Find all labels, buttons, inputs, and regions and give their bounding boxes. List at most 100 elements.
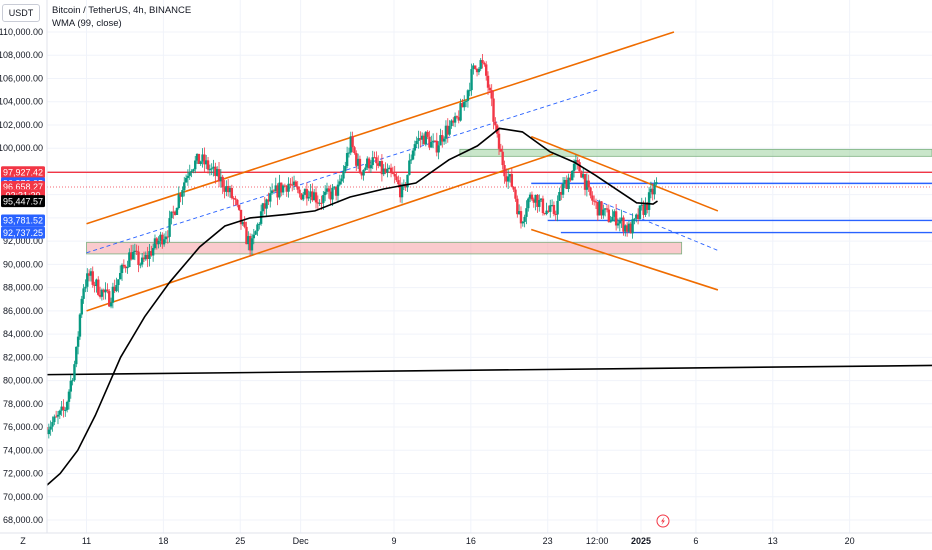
candle-body	[468, 90, 471, 92]
candle-body	[404, 184, 407, 188]
indicator-label[interactable]: WMA (99, close)	[52, 18, 122, 29]
candle-body	[411, 150, 415, 160]
candle-body	[192, 169, 195, 171]
y-tick-label: 100,000.00	[0, 143, 43, 153]
candle-body	[455, 116, 459, 118]
candle-body	[391, 172, 395, 174]
candle-body	[340, 178, 343, 182]
candle-body	[466, 90, 470, 101]
candle-body	[131, 252, 135, 260]
candle-body	[267, 199, 270, 202]
candle-body	[408, 160, 411, 175]
candle-body	[609, 221, 612, 223]
candle-body	[541, 198, 545, 214]
candle-body	[655, 182, 658, 185]
candle-body	[150, 251, 153, 256]
candle-body	[102, 289, 105, 293]
price-zone	[86, 241, 683, 255]
candle-body	[201, 154, 204, 162]
candle-body	[426, 131, 429, 137]
candle-body	[598, 201, 601, 216]
time-axis-background	[0, 533, 932, 550]
candle-body	[329, 191, 332, 200]
candle-body	[388, 167, 391, 170]
candle-body	[225, 186, 228, 192]
candle-body	[371, 157, 374, 166]
x-tick-label: Dec	[293, 536, 310, 546]
candle-body	[122, 264, 126, 267]
y-tick-label: 76,000.00	[3, 422, 43, 432]
candle-body	[91, 271, 94, 285]
candle-body	[318, 202, 321, 204]
candle-body	[552, 204, 556, 214]
y-tick-label: 68,000.00	[3, 515, 43, 525]
candle-body	[97, 279, 100, 295]
candle-body	[205, 160, 208, 165]
candle-body	[378, 161, 382, 166]
candle-body	[497, 133, 501, 149]
candle-body	[194, 160, 197, 170]
candle-body	[117, 279, 120, 286]
candle-body	[605, 208, 609, 210]
candle-body	[569, 177, 572, 181]
candle-body	[550, 204, 554, 206]
candle-body	[111, 286, 115, 303]
grid-lines	[47, 0, 932, 533]
x-tick-label: 23	[543, 536, 553, 546]
candle-body	[276, 185, 279, 198]
y-tick-label: 90,000.00	[3, 259, 43, 269]
y-tick-label: 84,000.00	[3, 329, 43, 339]
trendline-channel-mid-dashed	[86, 89, 598, 254]
candle-body	[417, 138, 420, 141]
candle-body	[166, 236, 169, 238]
flash-event-icon[interactable]	[656, 514, 670, 528]
candle-body	[223, 187, 226, 192]
candle-body	[164, 236, 168, 240]
candle-body	[558, 191, 561, 201]
candle-body	[183, 182, 186, 191]
candle-body	[75, 346, 78, 365]
candle-body	[635, 214, 638, 219]
candle-body	[477, 68, 481, 73]
candle-body	[406, 174, 409, 188]
candle-body	[457, 117, 460, 121]
candle-body	[47, 429, 51, 435]
candle-body	[622, 217, 625, 232]
candle-body	[572, 163, 576, 171]
candle-body	[303, 189, 307, 195]
candle-body	[195, 153, 199, 161]
candle-body	[252, 234, 255, 239]
candle-body	[488, 87, 492, 91]
candle-body	[327, 188, 331, 192]
quote-currency-button[interactable]: USDT	[2, 4, 40, 22]
candle-body	[380, 161, 384, 175]
candle-body	[366, 158, 369, 168]
candle-body	[140, 257, 144, 265]
price-tag-label: 95,447.57	[3, 196, 43, 206]
candle-body	[642, 204, 645, 215]
candle-body	[53, 416, 56, 423]
candle-body	[181, 190, 184, 197]
candle-body	[393, 173, 396, 177]
candle-body	[475, 68, 479, 73]
candle-body	[300, 193, 303, 200]
candle-body	[248, 236, 252, 251]
candle-body	[525, 208, 528, 217]
candle-body	[333, 186, 336, 188]
candle-body	[49, 426, 52, 430]
price-tag-label: 96,658.27	[3, 182, 43, 192]
candle-body	[236, 199, 239, 205]
candle-body	[184, 177, 188, 183]
candle-body	[561, 183, 565, 195]
candle-body	[510, 174, 514, 187]
flash-bolt	[660, 517, 665, 525]
y-tick-label: 110,000.00	[0, 27, 43, 37]
candle-body	[139, 264, 142, 266]
candle-body	[574, 160, 578, 164]
candle-body	[89, 271, 93, 276]
candle-body	[215, 169, 219, 176]
candle-body	[472, 65, 475, 70]
candle-body	[270, 190, 274, 194]
timezone-label: Z	[20, 536, 26, 546]
